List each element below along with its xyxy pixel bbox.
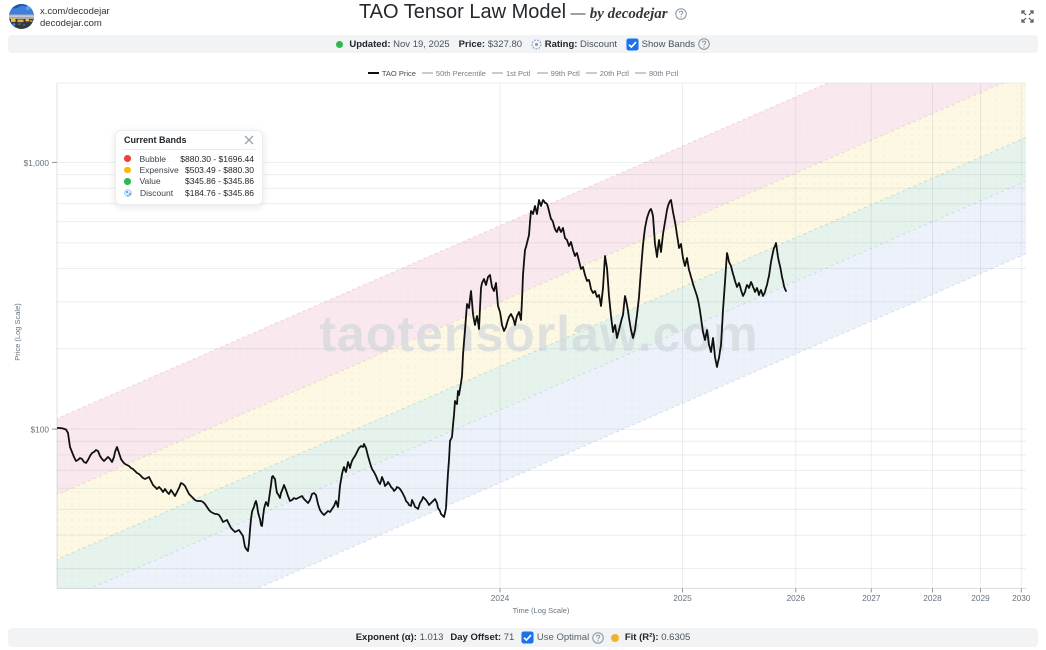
svg-text:2024: 2024 [491,593,510,603]
svg-text:2026: 2026 [787,593,806,603]
svg-text:2030: 2030 [1012,593,1031,603]
svg-text:taotensorlaw.com: taotensorlaw.com [319,306,758,362]
svg-text:2028: 2028 [923,593,942,603]
svg-text:2029: 2029 [971,593,990,603]
svg-text:$1,000: $1,000 [24,158,50,168]
svg-text:2025: 2025 [673,593,692,603]
svg-text:Time (Log Scale): Time (Log Scale) [513,606,570,615]
svg-text:2027: 2027 [862,593,881,603]
svg-text:$100: $100 [31,425,50,435]
svg-text:Price (Log Scale): Price (Log Scale) [13,303,22,361]
